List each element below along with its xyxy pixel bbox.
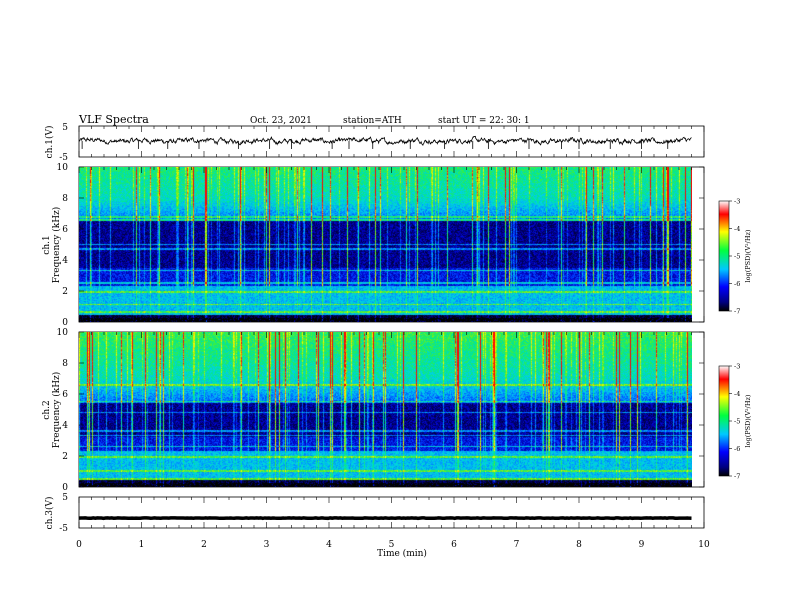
ch3-ytick-top: 5 bbox=[62, 493, 68, 503]
ch1-waveform-line bbox=[78, 135, 692, 146]
x-tick-label: 6 bbox=[451, 540, 457, 550]
ch2-spectrogram-ytick-label: 6 bbox=[62, 390, 68, 400]
ch1-spectrogram-ylabel-channel: ch.1 bbox=[42, 235, 52, 254]
ch2-spectrogram-image bbox=[79, 332, 692, 487]
ch1-spectrogram-yticks: 0 2 4 6 8 10 bbox=[57, 163, 69, 328]
ch2-colorbar: -3 -4 -5 -6 -7 log(PSD)(V²/Hz) bbox=[718, 363, 752, 481]
ch1-spectrogram-ytick-label: 4 bbox=[62, 256, 68, 266]
figure-date: Oct. 23, 2021 bbox=[250, 116, 312, 126]
ch1-spectrogram-ylabel-frequency: Frequency (kHz) bbox=[51, 207, 62, 284]
x-tick-label: 9 bbox=[639, 540, 645, 550]
ch1-colorbar: -3 -4 -5 -6 -7 log(PSD)(V²/Hz) bbox=[718, 198, 752, 316]
ch2-colorbar-gradient bbox=[718, 365, 730, 477]
ch1-ytick-bottom: -5 bbox=[59, 153, 68, 163]
ch1-waveform-ylabel: ch.1(V) bbox=[44, 126, 55, 159]
ch1-ytick-top: 5 bbox=[62, 123, 68, 133]
ch2-colorbar-tick-label: -7 bbox=[734, 473, 740, 481]
ch1-colorbar-label: log(PSD)(V²/Hz) bbox=[744, 229, 752, 282]
x-tick-label: 5 bbox=[389, 540, 395, 550]
ch2-spectrogram-ylabel-frequency: Frequency (kHz) bbox=[51, 372, 62, 449]
ch1-spectrogram-ytick-label: 10 bbox=[57, 163, 69, 173]
ch2-spectrogram-yticks: 0 2 4 6 8 10 bbox=[57, 328, 69, 493]
ch2-spectrogram-ylabel-channel: ch.2 bbox=[42, 400, 52, 419]
x-tick-label: 3 bbox=[264, 540, 270, 550]
ch1-colorbar-tick-label: -4 bbox=[734, 225, 740, 233]
ch2-spectrogram-ytick-label: 10 bbox=[57, 328, 69, 338]
ch1-colorbar-tick-label: -6 bbox=[734, 280, 740, 288]
x-tick-label: 1 bbox=[139, 540, 145, 550]
ch1-colorbar-ticks: -3 -4 -5 -6 -7 bbox=[729, 198, 740, 316]
ch1-colorbar-tick-label: -3 bbox=[734, 198, 740, 206]
ch2-colorbar-label: log(PSD)(V²/Hz) bbox=[744, 394, 752, 447]
ch2-colorbar-tick-label: -5 bbox=[734, 418, 740, 426]
ch3-ytick-bottom: -5 bbox=[59, 524, 68, 534]
ch2-colorbar-tick-label: -4 bbox=[734, 390, 740, 398]
x-tick-labels: 0 1 2 3 4 5 6 7 8 9 10 bbox=[76, 540, 710, 550]
x-tick-label: 8 bbox=[576, 540, 582, 550]
x-tick-label: 7 bbox=[514, 540, 520, 550]
x-tick-label: 2 bbox=[201, 540, 207, 550]
figure-station: station=ATH bbox=[343, 116, 402, 126]
ch1-spectrogram-ytick-label: 6 bbox=[62, 225, 68, 235]
figure-start-time: start UT = 22: 30: 1 bbox=[438, 116, 530, 126]
ch1-spectrogram-ytick-label: 8 bbox=[62, 194, 68, 204]
figure-title: VLF Spectra bbox=[78, 113, 149, 126]
ch2-spectrogram-ytick-label: 2 bbox=[62, 452, 68, 462]
x-tick-label: 0 bbox=[76, 540, 82, 550]
x-tick-label: 10 bbox=[698, 540, 710, 550]
ch1-spectrogram-ytick-label: 2 bbox=[62, 287, 68, 297]
ch2-spectrogram-ytick-label: 0 bbox=[62, 483, 68, 493]
ch2-colorbar-tick-label: -3 bbox=[734, 363, 740, 371]
x-axis-label: Time (min) bbox=[377, 548, 427, 559]
ch1-colorbar-tick-label: -5 bbox=[734, 253, 740, 261]
ch2-colorbar-tick-label: -6 bbox=[734, 445, 740, 453]
ch1-colorbar-tick-label: -7 bbox=[734, 308, 740, 316]
axis-ticks bbox=[78, 126, 705, 528]
ch2-colorbar-ticks: -3 -4 -5 -6 -7 bbox=[729, 363, 740, 481]
ch1-colorbar-gradient bbox=[718, 200, 730, 312]
x-tick-label: 4 bbox=[326, 540, 332, 550]
ch1-spectrogram-ytick-label: 0 bbox=[62, 318, 68, 328]
ch2-spectrogram-ytick-label: 4 bbox=[62, 421, 68, 431]
ch2-spectrogram-ytick-label: 8 bbox=[62, 359, 68, 369]
ch1-spectrogram-image bbox=[79, 167, 692, 322]
ch3-waveform-ylabel: ch.3(V) bbox=[44, 497, 55, 530]
